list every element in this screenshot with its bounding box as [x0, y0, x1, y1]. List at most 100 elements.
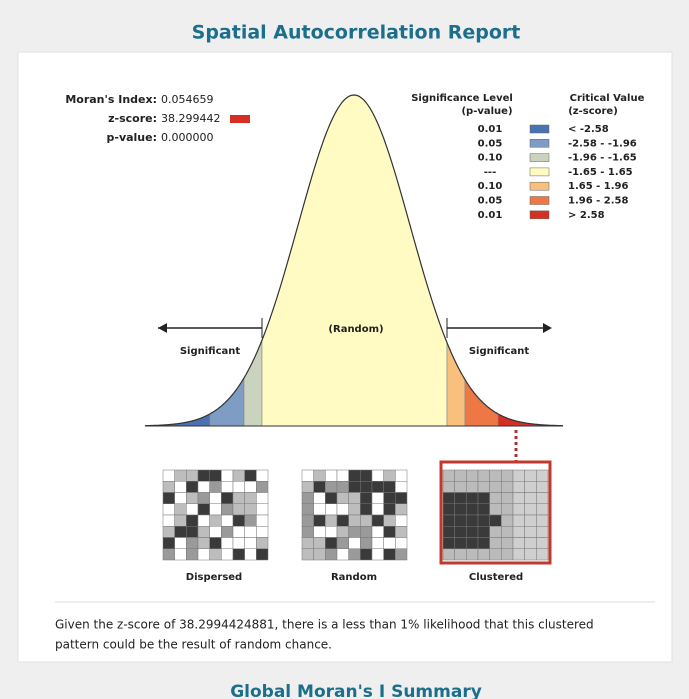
stat-label: p-value: — [107, 131, 158, 144]
cell — [383, 537, 396, 549]
stat-label: Moran's Index: — [65, 93, 157, 106]
cell — [313, 537, 326, 549]
cell — [383, 503, 396, 516]
legend-p: 0.05 — [478, 138, 503, 149]
cell — [466, 514, 479, 527]
z-swatch — [230, 115, 250, 123]
cell — [348, 503, 361, 516]
cell — [221, 492, 234, 504]
cell — [232, 503, 245, 516]
cell — [256, 514, 269, 527]
stat-label: z-score: — [108, 112, 157, 125]
cell — [501, 548, 514, 561]
description: pattern could be the result of random ch… — [55, 638, 332, 652]
cell — [536, 492, 549, 504]
cell — [244, 503, 257, 516]
cell — [383, 492, 396, 504]
pattern-label: Random — [331, 572, 377, 583]
cell — [336, 492, 349, 504]
cell — [197, 548, 210, 561]
cell — [301, 481, 314, 493]
significant-label: Significant — [180, 346, 241, 357]
cell — [256, 492, 269, 504]
legend-z: 1.65 - 1.96 — [568, 181, 629, 192]
cell — [442, 526, 455, 538]
legend-z: 1.96 - 2.58 — [568, 196, 629, 207]
cell — [336, 481, 349, 493]
cell — [454, 526, 467, 538]
cell — [186, 481, 199, 493]
cell — [395, 526, 408, 538]
cell — [442, 514, 455, 527]
legend-p: --- — [484, 167, 496, 178]
cell — [336, 469, 349, 482]
cell — [442, 469, 455, 482]
cell — [395, 492, 408, 504]
cell — [301, 469, 314, 482]
cell — [313, 503, 326, 516]
cell — [313, 514, 326, 527]
cell — [477, 526, 490, 538]
cell — [221, 526, 234, 538]
cell — [301, 526, 314, 538]
cell — [301, 492, 314, 504]
cell — [501, 492, 514, 504]
cell — [209, 503, 222, 516]
cell — [162, 481, 175, 493]
cell — [383, 481, 396, 493]
cell — [383, 548, 396, 561]
cell — [524, 469, 537, 482]
cell — [232, 537, 245, 549]
cell — [477, 514, 490, 527]
cell — [232, 514, 245, 527]
cell — [209, 514, 222, 527]
cell — [360, 469, 373, 482]
cell — [466, 503, 479, 516]
cell — [395, 548, 408, 561]
cell — [501, 469, 514, 482]
cell — [209, 469, 222, 482]
cell — [477, 537, 490, 549]
cell — [186, 537, 199, 549]
cell — [360, 514, 373, 527]
cell — [348, 514, 361, 527]
cell — [371, 481, 384, 493]
cell — [197, 537, 210, 549]
cell — [489, 503, 502, 516]
cell — [512, 469, 525, 482]
cell — [383, 469, 396, 482]
cell — [197, 514, 210, 527]
cell — [524, 537, 537, 549]
cell — [162, 537, 175, 549]
cell — [256, 526, 269, 538]
cell — [454, 481, 467, 493]
cell — [174, 514, 187, 527]
report-title: Spatial Autocorrelation Report — [192, 22, 521, 44]
cell — [197, 503, 210, 516]
highlight — [439, 460, 552, 565]
cell — [466, 492, 479, 504]
description: Given the z-score of 38.2994424881, ther… — [55, 618, 594, 632]
cell — [313, 526, 326, 538]
cell — [336, 537, 349, 549]
cell — [512, 526, 525, 538]
cell — [209, 492, 222, 504]
cell — [512, 514, 525, 527]
legend-swatch — [529, 153, 550, 162]
cell — [174, 526, 187, 538]
cell — [536, 537, 549, 549]
legend-swatch — [529, 167, 550, 177]
cell — [336, 514, 349, 527]
stat-value: 0.054659 — [161, 93, 214, 106]
cell — [256, 548, 269, 561]
cell — [477, 503, 490, 516]
cell — [162, 548, 175, 561]
legend-p: 0.01 — [478, 124, 503, 135]
cell — [466, 548, 479, 561]
cell — [501, 526, 514, 538]
cell — [395, 481, 408, 493]
cell — [232, 526, 245, 538]
legend-z: > 2.58 — [568, 210, 605, 221]
cell — [454, 469, 467, 482]
